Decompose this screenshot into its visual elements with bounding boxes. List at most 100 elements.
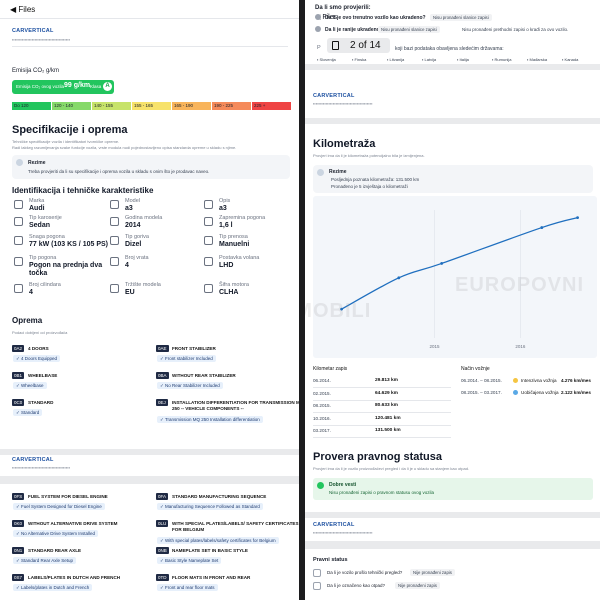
- km-row-divider: [313, 437, 451, 438]
- field-label: Tip pogona: [29, 255, 57, 261]
- legal-ok-text: Nisu pronađeni zapisi o pravnom statusu …: [329, 490, 435, 495]
- equip-code: 0FA: [156, 493, 169, 500]
- files-back-button-2[interactable]: ◀ Files: [315, 14, 338, 21]
- equip-code: 0C0: [12, 399, 25, 406]
- km-value: 131.500 km: [375, 428, 401, 433]
- equip-chip: ✓ No Alternative Drive System Installed: [13, 530, 99, 537]
- usage-value: 4.276 km/mes: [561, 378, 591, 383]
- header-meta: ▪▪▪▪▪▪▪▪▪▪▪▪▪▪▪▪▪▪▪▪▪▪▪▪▪▪▪▪▪▪▪▪▪▪▪▪▪▪▪▪…: [12, 37, 71, 42]
- legal-sub: Pravni status: [313, 557, 348, 563]
- check-icon: [317, 482, 324, 489]
- co2-band: 140 - 155: [92, 102, 131, 110]
- field-label: Tip karoserije: [29, 215, 62, 221]
- equip-sub: Podaci dobijeni od proizvođača: [12, 330, 68, 335]
- watermark-1: EUROPOVNI: [455, 274, 585, 296]
- equip-name: STANDARD MANUFACTURING SEQUENCE: [172, 494, 267, 499]
- equip-code: 0N1: [12, 547, 25, 554]
- page-gap-r1: [305, 64, 600, 70]
- equip-name: WITHOUT REAR STABILIZER: [172, 373, 236, 378]
- right-report-page: Da li smo provjerili: ◀ Files Da li je o…: [305, 0, 600, 600]
- mileage-point[interactable]: [540, 226, 544, 229]
- left-report-page: ◀ Files CARVERTICAL ▪▪▪▪▪▪▪▪▪▪▪▪▪▪▪▪▪▪▪▪…: [0, 0, 299, 600]
- equip-code: 0NB: [156, 547, 169, 554]
- inspection-icon: [313, 569, 321, 577]
- spec-desc-2: Radi lakšeg razumijevanja svake funkcije…: [12, 145, 237, 150]
- mileage-point[interactable]: [440, 262, 444, 265]
- km-summary-1: Posljednja poznata kilometraža: 131.500 …: [331, 177, 420, 182]
- page-gap-r3: [305, 512, 600, 518]
- mileage-point[interactable]: [397, 276, 401, 280]
- km-title: Kilometraža: [313, 138, 376, 150]
- co2-band: 190 - 225: [212, 102, 251, 110]
- legal-ok-box: Dobre vesti Nisu pronađeni zapisi o prav…: [313, 478, 593, 500]
- equip-code: 0TD: [156, 574, 169, 581]
- page-gap: [0, 449, 299, 455]
- km-summary-box: Rezime Posljednja poznata kilometraža: 1…: [313, 165, 593, 193]
- usage-label: Uobičajena vožnja: [521, 390, 559, 395]
- equip-chip: ✓ Standard Rear Axle Setup: [13, 557, 77, 564]
- equip-name: WHEELBASE: [28, 373, 58, 378]
- field-label: Marka: [29, 198, 45, 204]
- field-label: Model: [125, 198, 140, 204]
- pdf-page-indicator[interactable]: 2 of 14: [327, 38, 390, 53]
- country-label: ▪ Mađarska: [527, 57, 548, 62]
- km-date: 03.2017.: [313, 428, 331, 433]
- field-label: Zapremina pogona: [219, 215, 266, 221]
- equip-name: NAMEPLATE SET IN BASIC STYLE: [172, 548, 248, 553]
- field-value: Audi: [29, 205, 45, 212]
- mileage-point[interactable]: [340, 307, 343, 311]
- country-label: ▪ Litvanija: [387, 57, 405, 62]
- field-label: Šifra motora: [219, 282, 249, 288]
- field-value: Manuelni: [219, 241, 250, 248]
- country-label: ▪ Latvija: [422, 57, 437, 62]
- co2-badge-prefix: Emisija CO₂ ovog vozila: [16, 84, 65, 89]
- spec-summary-text: Treba provjeriti da li su specifikacije …: [28, 169, 210, 174]
- header-meta-r: ▪▪▪▪▪▪▪▪▪▪▪▪▪▪▪▪▪▪▪▪▪▪▪▪▪▪▪▪▪▪▪▪▪▪▪▪▪▪▪▪…: [313, 101, 373, 106]
- km-row-divider: [313, 399, 451, 401]
- spec-summary-box: Rezime Treba provjeriti da li su specifi…: [12, 155, 290, 179]
- theft-top-title: Da li smo provjerili:: [315, 5, 371, 11]
- brand-logo-r: CARVERTICAL: [313, 93, 355, 99]
- equip-code: 0BA: [156, 372, 169, 379]
- km-date: 10.2016.: [313, 415, 331, 421]
- calendar-icon: [110, 217, 119, 226]
- equip-chip: ✓ Basic Style Nameplate Set: [157, 557, 222, 564]
- equip-name: LABELS/PLATES IN DUTCH AND FRENCH: [28, 575, 121, 580]
- files-back-button[interactable]: ◀ Files: [10, 5, 36, 14]
- theft-question-1: Da li je ovo trenutno vozilo kao ukraden…: [325, 15, 426, 21]
- usage-dot: [513, 378, 518, 383]
- equip-code: 0A2: [12, 345, 25, 352]
- car-model-icon: [110, 200, 119, 209]
- theft-status-1: Nisu pronađeni slanice zapisi: [430, 14, 492, 21]
- chart-background: [313, 196, 597, 358]
- usage-value: 2.122 km/mes: [561, 390, 591, 395]
- brand-logo-2: CARVERTICAL: [12, 457, 54, 463]
- country-label: ▪ Finska: [352, 57, 367, 62]
- km-row-divider: [313, 412, 451, 413]
- co2-band: 120 - 140: [52, 102, 91, 110]
- equip-code: 0EJ: [156, 399, 168, 406]
- equip-name: 4 DOORS: [28, 346, 49, 351]
- field-value: LHD: [219, 262, 234, 269]
- equip-name: STANDARD REAR AXLE: [28, 548, 82, 553]
- page-gap-r2: [305, 118, 600, 124]
- km-date: 08.2015.: [313, 403, 331, 408]
- equip-chip: ✓ Wheelbase: [13, 382, 47, 389]
- country-label: ▪ Slovenija: [317, 57, 336, 62]
- legal-title: Provera pravnog statusa: [313, 451, 442, 463]
- legal-desc: Provjeri ima da li je vozilo proizvođače…: [313, 466, 470, 471]
- drivetrain-icon: [14, 257, 23, 266]
- split-divider[interactable]: [299, 0, 305, 600]
- header-divider: [12, 46, 288, 47]
- equip-chip: ✓ Fuel System Designed for Diesel Engine: [13, 503, 105, 510]
- field-value: 77 kW (103 KS / 105 PS): [29, 241, 108, 248]
- fuel-icon: [110, 236, 119, 245]
- page-gap-r4: [305, 541, 600, 549]
- usage-dot: [513, 390, 518, 395]
- legal-q1: Da li je vozilo prošlo tehnički pregled?: [327, 570, 403, 575]
- brand-logo-r2: CARVERTICAL: [313, 522, 355, 528]
- watermark-2: AUTOMOBILI: [305, 300, 372, 322]
- spec-desc-1: Tehničke specifikacije vozila i identifi…: [12, 139, 120, 144]
- mileage-point[interactable]: [576, 216, 579, 220]
- field-value: a3: [125, 205, 133, 212]
